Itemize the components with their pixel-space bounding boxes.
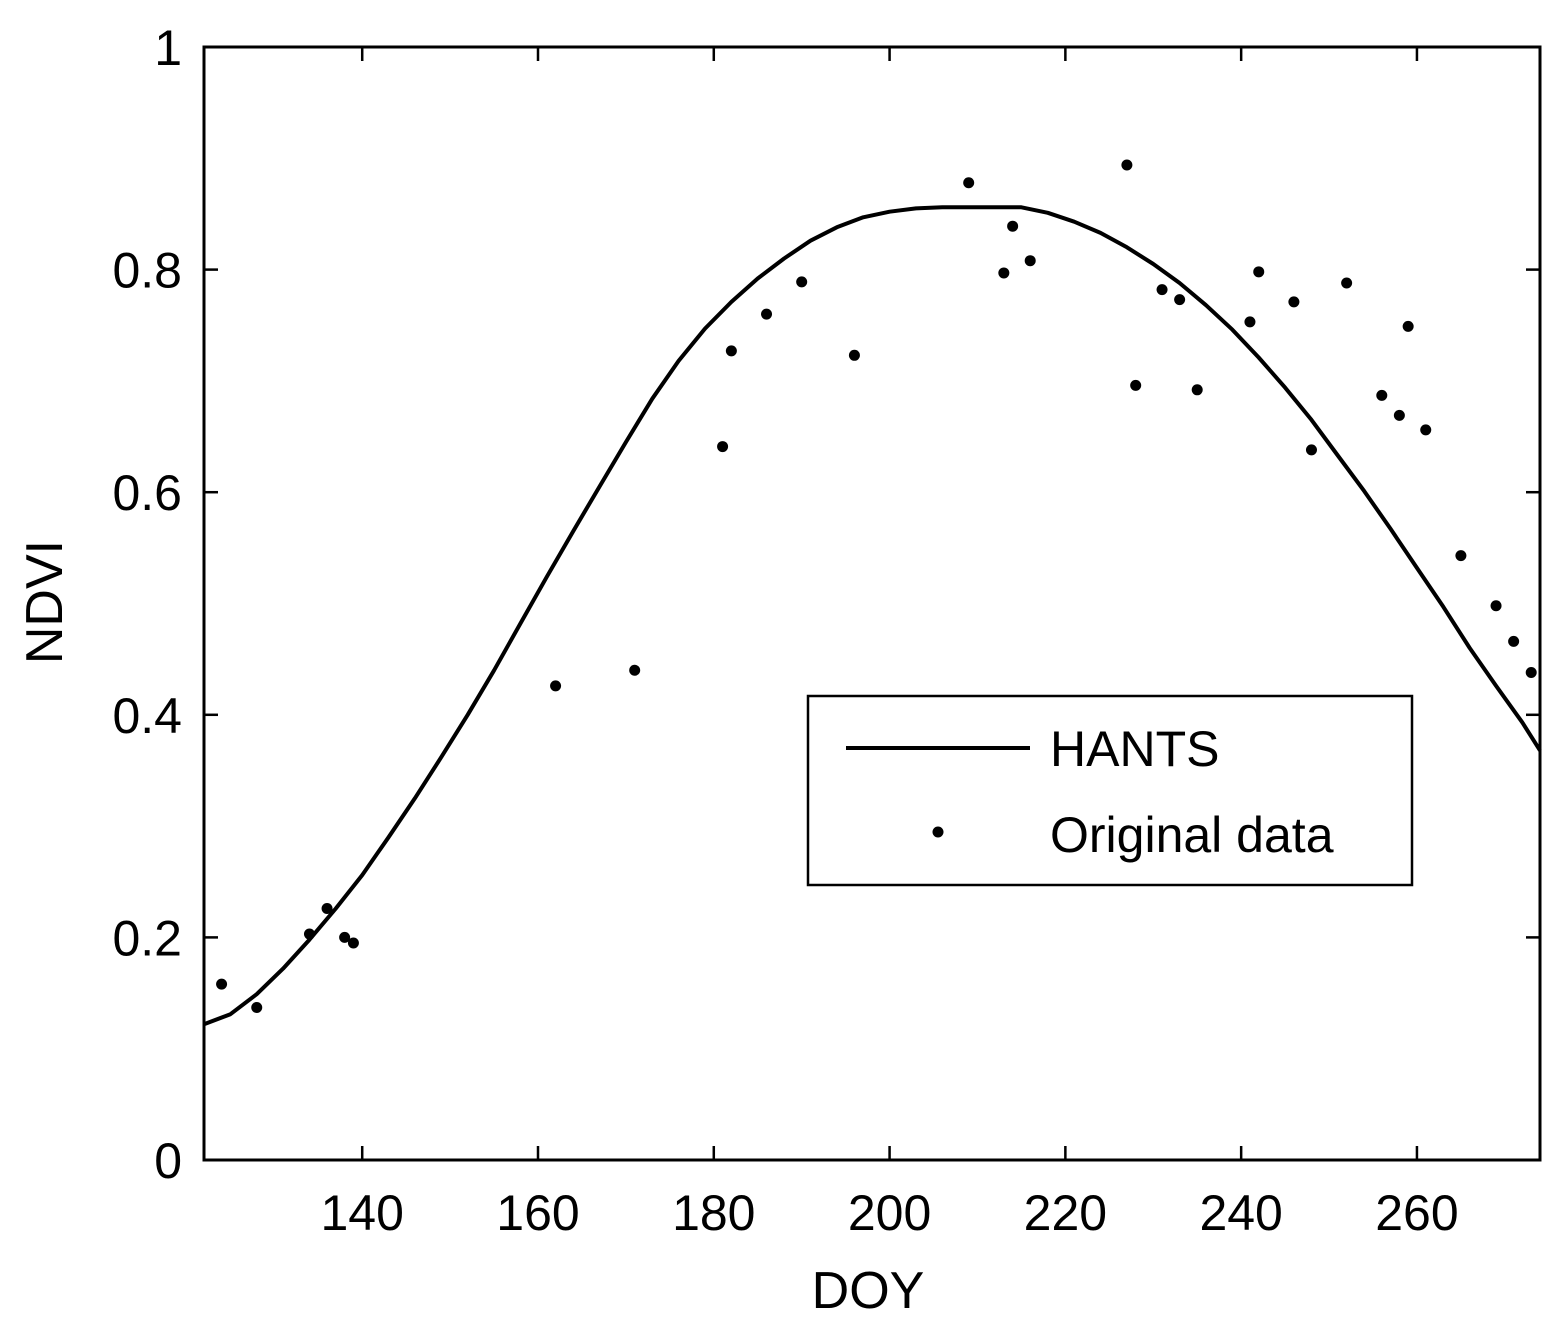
original-data-point (1244, 316, 1256, 328)
y-axis-label: NDVI (16, 540, 74, 664)
original-data-point (1402, 320, 1414, 332)
original-data-point (1393, 409, 1405, 421)
original-data-point (848, 349, 860, 361)
legend-label-hants: HANTS (1050, 721, 1219, 777)
legend-marker-original (932, 826, 944, 838)
original-data-point (1376, 389, 1388, 401)
x-tick-label: 200 (848, 1185, 931, 1241)
legend-box (806, 694, 1414, 887)
legend: HANTS Original data (806, 694, 1414, 887)
axes-frame (202, 45, 1542, 1162)
y-tick-label: 0.2 (112, 910, 182, 966)
original-data-point (303, 928, 315, 940)
original-data-point (1253, 266, 1265, 278)
original-data-point (347, 937, 359, 949)
hants-series-line (203, 205, 1542, 1027)
original-data-point (1420, 424, 1432, 436)
original-data-point (1130, 379, 1142, 391)
y-tick-label: 0.6 (112, 465, 182, 521)
original-data-point (1508, 635, 1520, 647)
original-data-point (1525, 667, 1537, 679)
original-data-point (1121, 159, 1133, 171)
plot-area (203, 159, 1542, 1027)
original-data-point (1455, 550, 1467, 562)
original-data-point (339, 931, 351, 943)
original-data-point (216, 978, 228, 990)
y-tick-label: 1 (154, 20, 182, 76)
original-data-point (796, 276, 808, 288)
original-data-point (321, 902, 333, 914)
original-data-point (1007, 220, 1019, 232)
original-data-point (963, 177, 975, 189)
y-tick-label: 0.8 (112, 243, 182, 299)
x-tick-label: 260 (1375, 1185, 1458, 1241)
original-data-point (1174, 294, 1186, 306)
x-tick-label: 240 (1199, 1185, 1282, 1241)
original-data-point (998, 267, 1010, 279)
axes (202, 45, 1542, 1162)
x-tick-label: 180 (672, 1185, 755, 1241)
original-data-point (1288, 296, 1300, 308)
original-data-point (1024, 255, 1036, 267)
y-tick-label: 0 (154, 1133, 182, 1189)
x-tick-label: 160 (496, 1185, 579, 1241)
original-data-point (1305, 444, 1317, 456)
ticks: 140 160 180 200 220 240 260 0 0.2 0.4 0.6 0.8 1 (112, 20, 1540, 1241)
x-tick-label: 220 (1024, 1185, 1107, 1241)
original-data-point (1191, 384, 1203, 396)
original-data-point (725, 345, 737, 357)
original-data-point (251, 1002, 263, 1014)
original-data-point (717, 441, 729, 453)
x-axis-label: DOY (812, 1262, 925, 1320)
original-data-point (550, 680, 562, 692)
original-data-point (1156, 284, 1168, 296)
original-data-point (1490, 600, 1502, 612)
y-tick-label: 0.4 (112, 688, 182, 744)
legend-label-original-data: Original data (1050, 807, 1334, 863)
original-data-point (1341, 277, 1353, 289)
x-tick-label: 140 (320, 1185, 403, 1241)
original-data-point (761, 308, 773, 320)
original-data-point (629, 664, 641, 676)
